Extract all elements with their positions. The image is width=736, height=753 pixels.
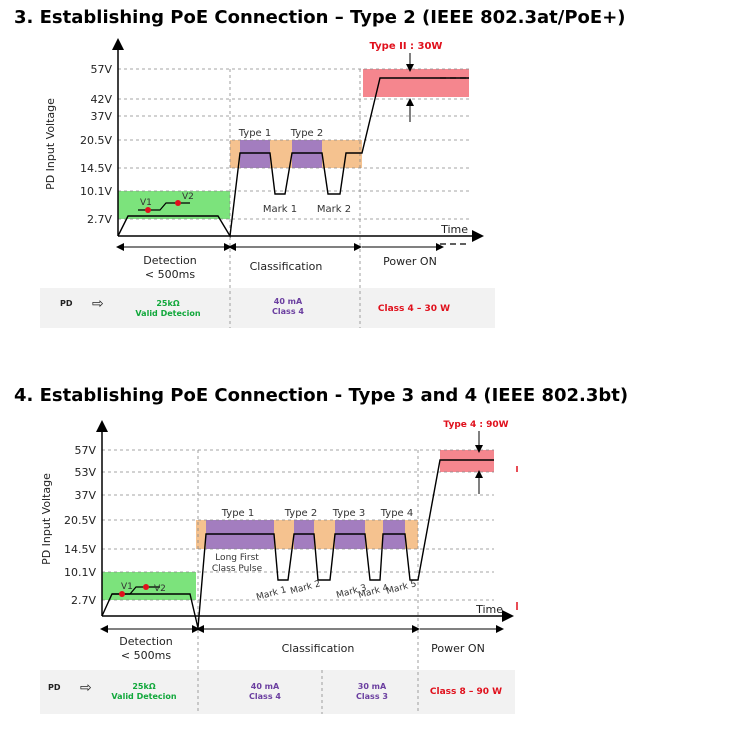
- class-current: 40 mA: [274, 297, 303, 306]
- power-class: Class 8 – 90 W: [430, 687, 502, 697]
- section-title-type2: 3. Establishing PoE Connection – Type 2 …: [14, 7, 626, 28]
- voltage-37v: 37V: [90, 110, 112, 123]
- voltage-waveform: [117, 77, 469, 239]
- power-zone: [363, 69, 469, 97]
- detection-resistance: 25kΩ: [156, 299, 179, 308]
- phase-classification: Classification: [282, 642, 355, 655]
- voltage-20-5v: 20.5V: [80, 134, 112, 147]
- v2-label: V2: [182, 192, 194, 202]
- voltage-53v: 53V: [74, 466, 96, 479]
- voltage-42v: 42V: [90, 93, 112, 106]
- type-box-label: Type 4 : 90W: [443, 420, 508, 430]
- power-zone: [440, 450, 494, 472]
- detection-zone: [102, 572, 196, 600]
- type4-label: Type 4: [380, 508, 414, 519]
- long-pulse-line1: Long First: [215, 553, 259, 563]
- type1-label: Type 1: [238, 128, 272, 139]
- pd-label: PD: [48, 683, 61, 692]
- phase-power-on: Power ON: [383, 255, 437, 268]
- class-label: Class 4: [272, 307, 304, 316]
- phase-detection-time: < 500ms: [145, 268, 195, 281]
- long-pulse-line2: Class Pulse: [212, 564, 263, 574]
- voltage-57v: 57V: [74, 444, 96, 457]
- class-current-a: 40 mA: [251, 682, 280, 691]
- phase-detection: Detection: [143, 254, 196, 267]
- detection-zone: [118, 191, 230, 219]
- gridlines: [118, 68, 470, 328]
- power-class: Class 4 – 30 W: [378, 304, 450, 314]
- class-label-a: Class 4: [249, 692, 281, 701]
- detection-resistance: 25kΩ: [132, 682, 155, 691]
- voltage-14-5v: 14.5V: [64, 543, 96, 556]
- v1-label: V1: [140, 198, 152, 208]
- y-axis-label: PD Input Voltage: [44, 98, 57, 190]
- phase-classification: Classification: [250, 260, 323, 273]
- pd-arrow-icon: ⇨: [80, 680, 92, 696]
- time-label: Time: [440, 223, 468, 236]
- voltage-labels: 57V 53V 37V 20.5V 14.5V 10.1V 2.7V: [64, 444, 96, 607]
- phase-detection: Detection: [119, 635, 172, 648]
- poe-type34-diagram: 57V 53V 37V 20.5V 14.5V 10.1V 2.7V PD In…: [40, 420, 518, 714]
- mark1-label: Mark 1: [263, 204, 297, 215]
- mark2-label: Mark 2: [289, 579, 321, 597]
- v2-label: V2: [154, 584, 166, 594]
- type1-band: [240, 140, 270, 168]
- mark5-label: Mark 5: [385, 579, 417, 597]
- v2-marker: [175, 200, 181, 206]
- type3-label: Type 3: [332, 508, 366, 519]
- type-box-label: Type II : 30W: [370, 41, 443, 52]
- phase-power-on: Power ON: [431, 642, 485, 655]
- time-label: Time: [475, 603, 503, 616]
- voltage-20-5v: 20.5V: [64, 514, 96, 527]
- poe-type2-diagram: 57V 42V 37V 20.5V 14.5V 10.1V 2.7V PD In…: [40, 38, 495, 328]
- pd-label: PD: [60, 299, 73, 308]
- voltage-10-1v: 10.1V: [80, 185, 112, 198]
- valid-detection: Valid Detecion: [135, 309, 200, 318]
- class-current-b: 30 mA: [358, 682, 387, 691]
- y-axis-label: PD Input Voltage: [40, 473, 53, 565]
- section-title-type34: 4. Establishing PoE Connection - Type 3 …: [14, 385, 629, 406]
- mark-labels: Mark 1 Mark 2 Mark 3 Mark 4 Mark 5: [255, 579, 417, 603]
- v1-label: V1: [121, 582, 133, 592]
- voltage-2-7v: 2.7V: [87, 213, 112, 226]
- voltage-14-5v: 14.5V: [80, 162, 112, 175]
- voltage-labels: 57V 42V 37V 20.5V 14.5V 10.1V 2.7V: [80, 63, 112, 226]
- pd-panel: [40, 288, 495, 328]
- mark2-label: Mark 2: [317, 204, 351, 215]
- voltage-waveform: [101, 459, 494, 629]
- voltage-2-7v: 2.7V: [71, 594, 96, 607]
- voltage-57v: 57V: [90, 63, 112, 76]
- type2-label: Type 2: [290, 128, 324, 139]
- v1-marker: [145, 207, 151, 213]
- pd-panel: [40, 670, 515, 714]
- phase-detection-time: < 500ms: [121, 649, 171, 662]
- type2-label: Type 2: [284, 508, 318, 519]
- voltage-37v: 37V: [74, 489, 96, 502]
- pd-arrow-icon: ⇨: [92, 296, 104, 312]
- type2-band: [292, 140, 322, 168]
- v1-marker: [119, 591, 125, 597]
- voltage-10-1v: 10.1V: [64, 566, 96, 579]
- class-label-b: Class 3: [356, 692, 388, 701]
- v2-marker: [143, 584, 149, 590]
- type1-label: Type 1: [221, 508, 255, 519]
- valid-detection: Valid Detecion: [111, 692, 176, 701]
